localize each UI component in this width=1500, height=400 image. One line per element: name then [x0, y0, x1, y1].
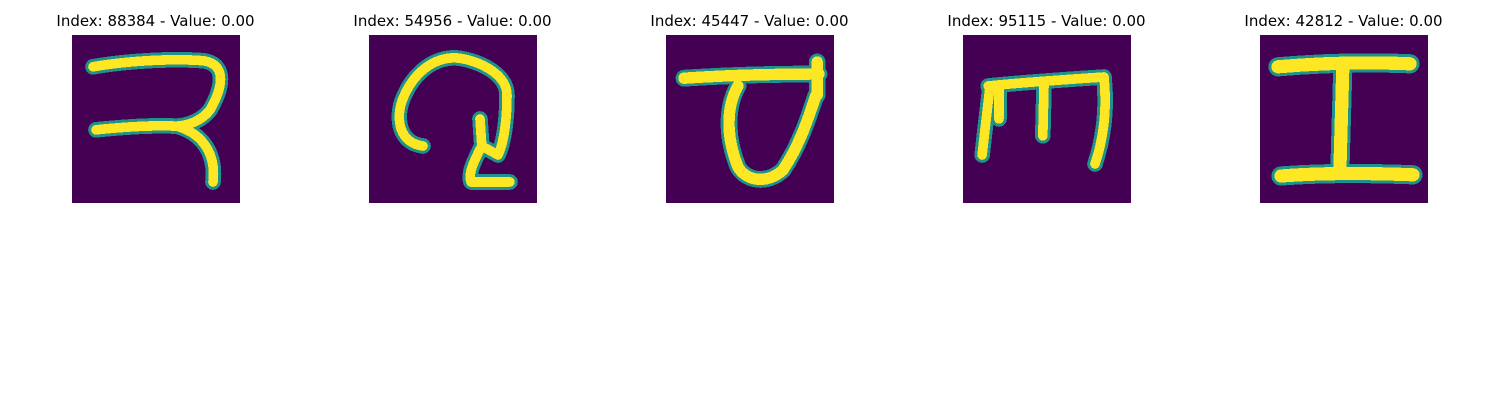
panel-title: Index: 88384 - Value: 0.00: [56, 12, 255, 30]
character-image: [1260, 35, 1428, 203]
character-image: [369, 35, 537, 203]
image-panel-4: Index: 95115 - Value: 0.00: [898, 0, 1195, 210]
panel-title: Index: 54956 - Value: 0.00: [353, 12, 552, 30]
character-image: [963, 35, 1131, 203]
character-image: [666, 35, 834, 203]
panel-title: Index: 95115 - Value: 0.00: [947, 12, 1146, 30]
panel-title: Index: 42812 - Value: 0.00: [1244, 12, 1443, 30]
image-panel-2: Index: 54956 - Value: 0.00: [304, 0, 601, 210]
character-image: [72, 35, 240, 203]
image-panel-5: Index: 42812 - Value: 0.00: [1195, 0, 1492, 210]
image-panel-3: Index: 45447 - Value: 0.00: [601, 0, 898, 210]
panel-title: Index: 45447 - Value: 0.00: [650, 12, 849, 30]
image-panel-1: Index: 88384 - Value: 0.00: [7, 0, 304, 210]
